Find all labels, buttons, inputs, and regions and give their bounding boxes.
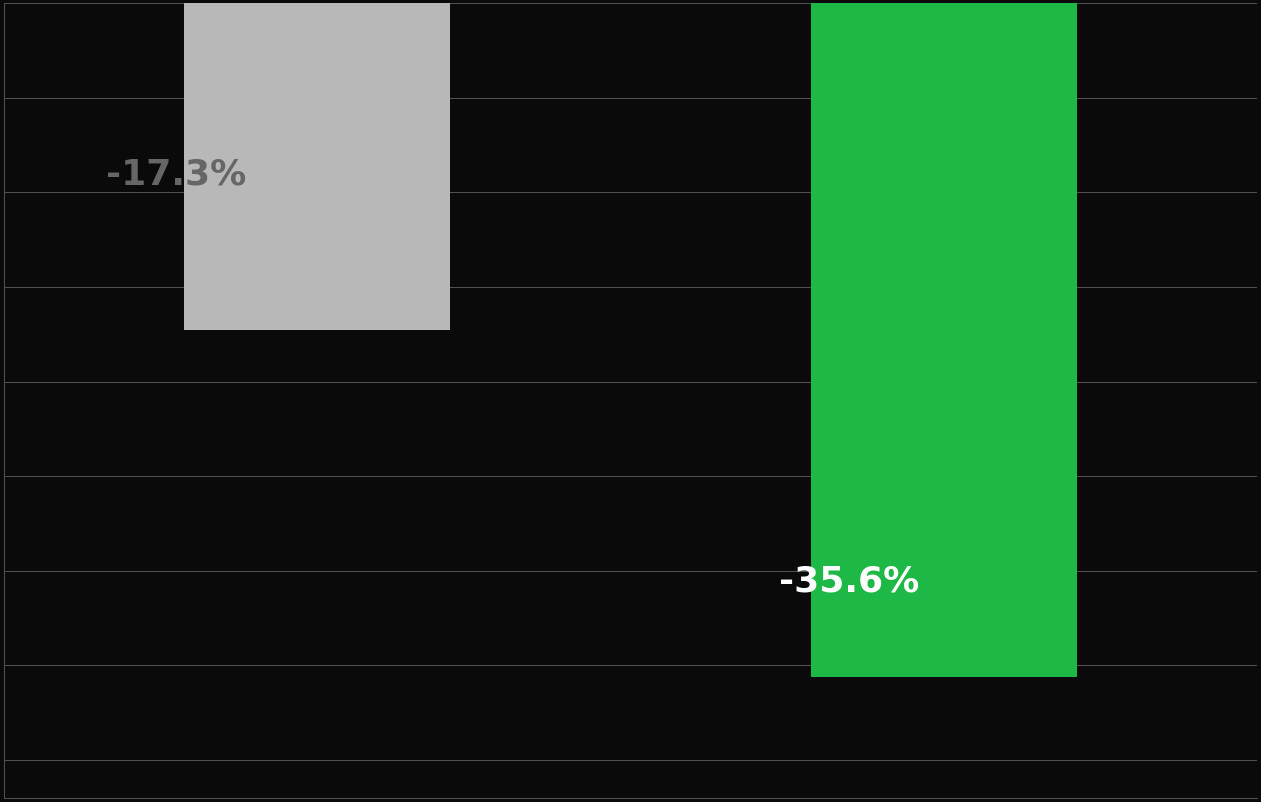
Bar	[811, 4, 1077, 677]
Text: -17.3%: -17.3%	[106, 157, 246, 191]
Text: -35.6%: -35.6%	[779, 564, 919, 597]
Bar	[184, 4, 450, 331]
